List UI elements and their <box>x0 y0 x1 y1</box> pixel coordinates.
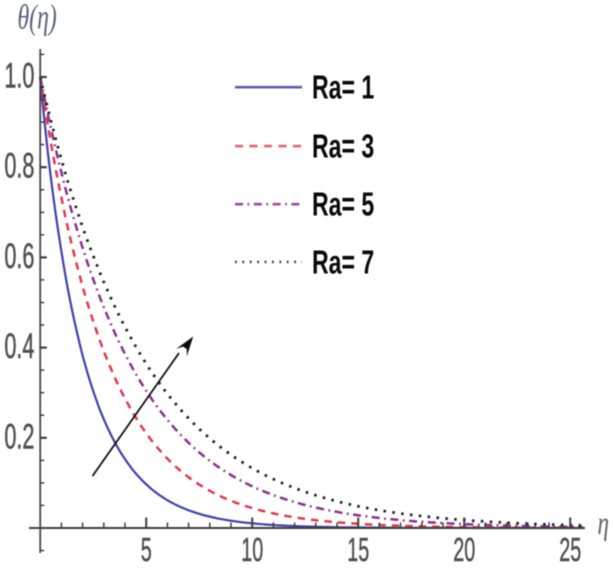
svg-text:θ(η): θ(η) <box>18 0 57 37</box>
svg-text:Ra= 5: Ra= 5 <box>312 187 374 224</box>
svg-text:Ra= 7: Ra= 7 <box>312 244 374 281</box>
svg-text:20: 20 <box>453 531 475 566</box>
svg-text:10: 10 <box>241 531 263 566</box>
svg-text:Ra= 3: Ra= 3 <box>312 129 374 166</box>
svg-text:η: η <box>598 506 609 542</box>
svg-text:0.6: 0.6 <box>4 238 34 276</box>
svg-text:5: 5 <box>141 531 152 566</box>
svg-text:0.2: 0.2 <box>4 418 34 456</box>
svg-text:Ra= 1: Ra= 1 <box>312 70 374 107</box>
svg-text:1.0: 1.0 <box>4 57 34 95</box>
svg-text:15: 15 <box>347 531 369 566</box>
svg-text:25: 25 <box>559 531 581 566</box>
svg-text:0.4: 0.4 <box>4 328 34 366</box>
svg-text:0.8: 0.8 <box>4 148 34 186</box>
